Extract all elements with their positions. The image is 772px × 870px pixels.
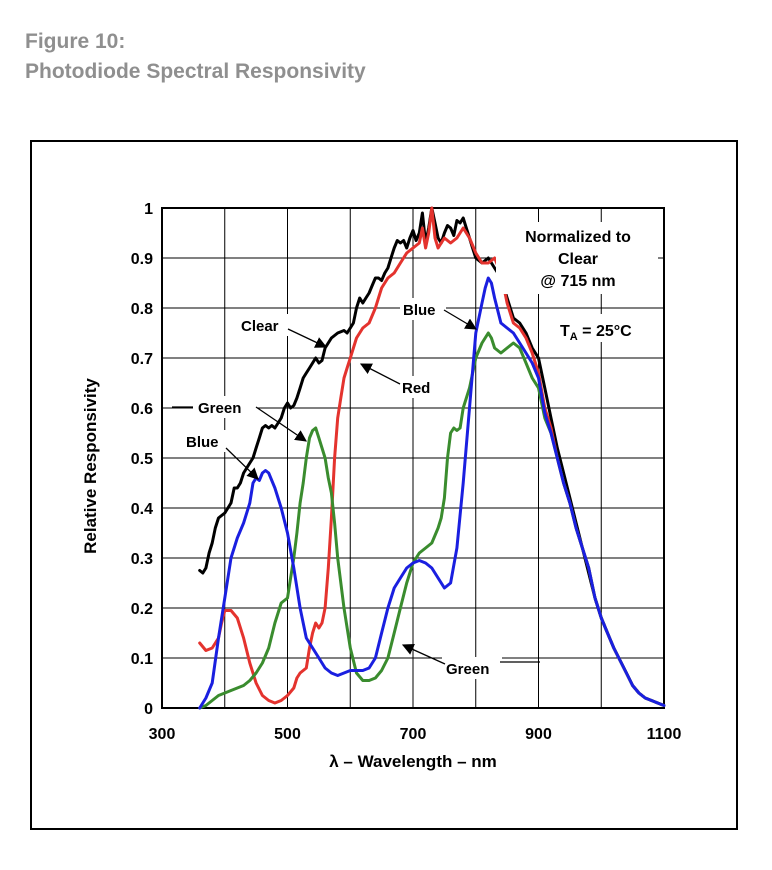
- y-tick-label: 0.1: [131, 651, 153, 668]
- leader-blue-left: [225, 447, 259, 480]
- x-tick-label: 300: [149, 726, 176, 743]
- figure-title: Figure 10: Photodiode Spectral Responsiv…: [25, 27, 366, 87]
- figure-frame: [30, 140, 738, 830]
- series-line-blue: [198, 276, 666, 710]
- curve-label-green-lower: Green: [446, 661, 489, 678]
- label-bg-blue-left: [183, 430, 229, 452]
- leader-green-upper-b: [255, 406, 307, 442]
- y-tick-label: 0.5: [131, 451, 153, 468]
- annotations: Normalized to Clear @ 715 nm TA = 25°C C…: [172, 222, 660, 679]
- y-tick-label: 0.8: [131, 301, 153, 318]
- curve-label-clear: Clear: [241, 318, 279, 335]
- x-axis-label: λ – Wavelength – nm: [329, 752, 497, 771]
- label-bg-blue-right: [400, 298, 446, 320]
- label-bg-red: [400, 376, 440, 398]
- curve-label-green-upper: Green: [198, 400, 241, 417]
- series-lines: [198, 206, 666, 710]
- y-tick-label: 0.7: [131, 351, 153, 368]
- temperature-prefix: T: [560, 323, 570, 340]
- x-tick-label: 500: [274, 726, 301, 743]
- x-tick-label: 900: [525, 726, 552, 743]
- curve-label-blue-left: Blue: [186, 434, 219, 451]
- leader-blue-right: [443, 309, 478, 330]
- leader-red: [359, 363, 401, 385]
- figure-caption: Photodiode Spectral Responsivity: [25, 60, 366, 83]
- y-tick-label: 0: [144, 701, 153, 718]
- x-tick-label: 1100: [647, 726, 682, 743]
- temperature-subscript: A: [570, 331, 578, 343]
- label-bg-green-upper: [193, 396, 257, 418]
- y-tick-label: 1: [144, 201, 153, 218]
- y-tick-label: 0.9: [131, 251, 153, 268]
- leader-green-lower-b: [401, 644, 446, 665]
- y-tick-label: 0.6: [131, 401, 153, 418]
- series-line-clear: [198, 206, 666, 707]
- temperature-suffix: = 25°C: [578, 323, 632, 340]
- note-line-1: Normalized to: [525, 229, 631, 246]
- note-line-3: @ 715 nm: [540, 273, 615, 290]
- temperature-note: TA = 25°C: [560, 323, 632, 343]
- figure-number: Figure 10:: [25, 30, 126, 53]
- y-tick-label: 0.4: [131, 501, 153, 518]
- temperature-background: [550, 314, 660, 342]
- y-tick-label: 0.3: [131, 551, 153, 568]
- x-tick-label: 700: [400, 726, 427, 743]
- curve-label-blue-right: Blue: [403, 302, 436, 319]
- note-line-2: Clear: [558, 251, 598, 268]
- curve-label-red: Red: [402, 380, 430, 397]
- y-tick-label: 0.2: [131, 601, 153, 618]
- label-bg-clear: [238, 314, 288, 336]
- y-axis-label: Relative Responsivity: [81, 378, 100, 554]
- leader-clear: [287, 328, 328, 348]
- tick-labels: 0 0.1 0.2 0.3 0.4 0.5 0.6 0.7 0.8 0.9 1 300 500 700 90…: [131, 201, 682, 743]
- label-bg-green-lower: [442, 657, 502, 679]
- legend-note-background: [496, 222, 658, 294]
- plot-area-border: [161, 207, 665, 709]
